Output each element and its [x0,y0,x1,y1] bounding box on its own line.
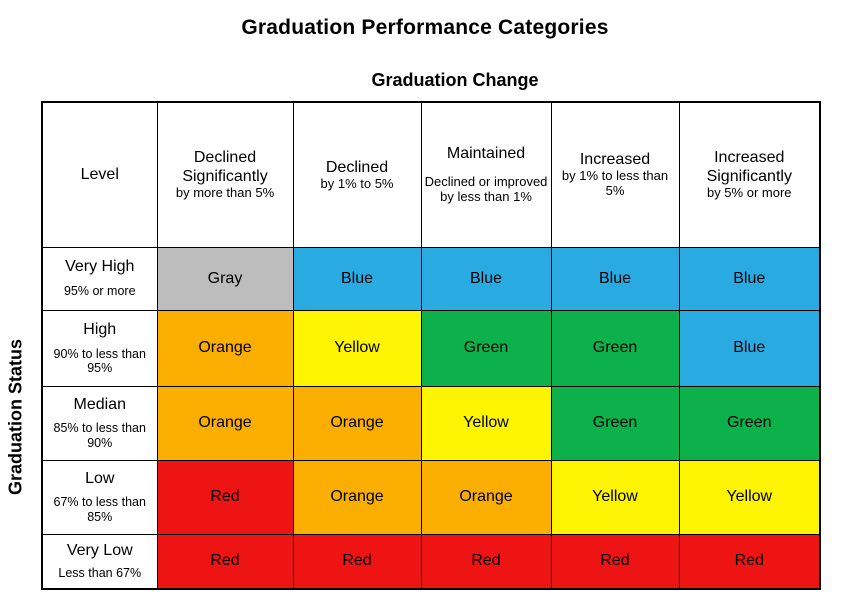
row-header-very-high: Very High 95% or more [41,246,158,311]
matrix-cell: Orange [292,459,422,535]
level-range: 95% or more [63,284,136,299]
column-header-increased-significantly: Increased Significantly by 5% or more [678,101,821,248]
table-row-very-high: Very High 95% or more Gray Blue Blue Blu… [41,246,821,311]
page-title: Graduation Performance Categories [241,16,609,39]
matrix-cell: Yellow [678,459,821,535]
column-header-label: Increased Significantly [706,149,792,186]
matrix-cell: Red [156,533,294,590]
level-range: Less than 67% [58,565,142,580]
row-group-title: Graduation Status [5,338,26,496]
matrix-cell: Orange [292,385,422,461]
matrix-cell: Blue [420,246,552,311]
column-header-increased: Increased by 1% to less than 5% [550,101,680,248]
level-label: Low [85,470,115,488]
row-header-low: Low 67% to less than 85% [41,459,158,535]
table-row-low: Low 67% to less than 85% Red Orange Oran… [41,459,821,535]
column-group-title: Graduation Change [371,70,539,90]
matrix-cell: Red [678,533,821,590]
level-label: High [83,320,117,338]
column-header-declined-significantly: Declined Significantly by more than 5% [156,101,294,248]
row-header-very-low: Very Low Less than 67% [41,533,158,590]
matrix-cell: Red [420,533,552,590]
level-range: 67% to less than 85% [53,495,146,524]
matrix-cell: Green [550,309,680,387]
table-row-high: High 90% to less than 95% Orange Yellow … [41,309,821,387]
level-range: 90% to less than 95% [53,346,146,375]
corner-cell-level: Level [41,101,158,248]
column-header-label: Maintained [446,145,526,163]
matrix-cell: Orange [156,385,294,461]
matrix-cell: Green [550,385,680,461]
level-label: Median [73,396,126,414]
column-header-maintained: Maintained Declined or improved by less … [420,101,552,248]
matrix-cell: Red [156,459,294,535]
matrix-cell: Red [292,533,422,590]
matrix-cell: Gray [156,246,294,311]
matrix-cell: Blue [678,309,821,387]
matrix-cell: Blue [678,246,821,311]
column-header-label: Increased [579,151,651,169]
matrix-cell: Red [550,533,680,590]
row-header-median: Median 85% to less than 90% [41,385,158,461]
matrix-cell: Green [420,309,552,387]
header-row: Level Declined Significantly by more tha… [41,101,821,248]
level-range: 85% to less than 90% [53,421,146,450]
corner-label: Level [80,165,119,183]
matrix-cell: Blue [550,246,680,311]
column-header-sublabel: by 5% or more [706,185,792,201]
table-row-very-low: Very Low Less than 67% Red Red Red Red R… [41,533,821,590]
column-header-label: Declined [325,158,389,176]
level-label: Very Low [66,542,133,560]
level-label: Very High [65,258,135,276]
matrix-cell: Yellow [420,385,552,461]
column-header-sublabel: by 1% to 5% [320,175,394,191]
column-header-sublabel: Declined or improved by less than 1% [424,174,548,205]
matrix-cell: Blue [292,246,422,311]
column-header-sublabel: by 1% to less than 5% [561,168,669,199]
matrix-cell: Yellow [550,459,680,535]
matrix-cell: Orange [156,309,294,387]
performance-matrix-table: Level Declined Significantly by more tha… [41,101,821,590]
matrix-cell: Orange [420,459,552,535]
matrix-cell: Yellow [292,309,422,387]
table-row-median: Median 85% to less than 90% Orange Orang… [41,385,821,461]
column-header-declined: Declined by 1% to 5% [292,101,422,248]
column-header-sublabel: by more than 5% [175,185,275,201]
matrix-cell: Green [678,385,821,461]
column-header-label: Declined Significantly [182,149,268,186]
row-header-high: High 90% to less than 95% [41,309,158,387]
